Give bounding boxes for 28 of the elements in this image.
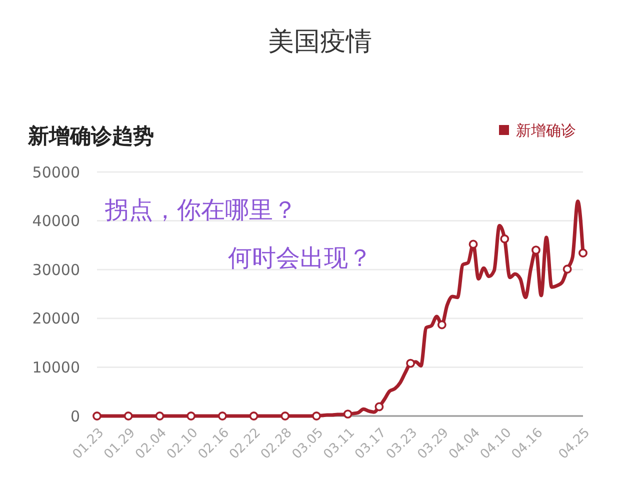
point (578, 248, 588, 258)
annotation: 拐点，你在哪里？ (104, 196, 297, 224)
annotation: 何时会出现？ (228, 244, 372, 272)
point (406, 358, 416, 368)
legend-label: 新增确诊 (516, 121, 576, 140)
point (218, 412, 227, 420)
point (532, 246, 540, 255)
y-tick-label: 0 (70, 407, 80, 426)
y-tick-label: 30000 (32, 260, 80, 279)
point (280, 412, 290, 420)
point (343, 410, 352, 419)
y-tick-label: 20000 (32, 310, 80, 328)
chart-title: 美国疫情 (268, 27, 372, 57)
point (437, 320, 446, 330)
point (186, 412, 196, 420)
point (92, 412, 102, 420)
point (374, 402, 384, 412)
point (500, 234, 510, 244)
point (312, 412, 321, 420)
point (124, 412, 133, 420)
point (468, 240, 478, 249)
point (562, 264, 572, 274)
y-tick-label: 50000 (32, 163, 80, 182)
point (249, 412, 258, 420)
y-tick-label: 10000 (32, 358, 80, 376)
y-tick-label: 40000 (32, 212, 80, 230)
point (155, 412, 164, 420)
chart-subtitle: 新增确诊趋势 (27, 124, 154, 148)
